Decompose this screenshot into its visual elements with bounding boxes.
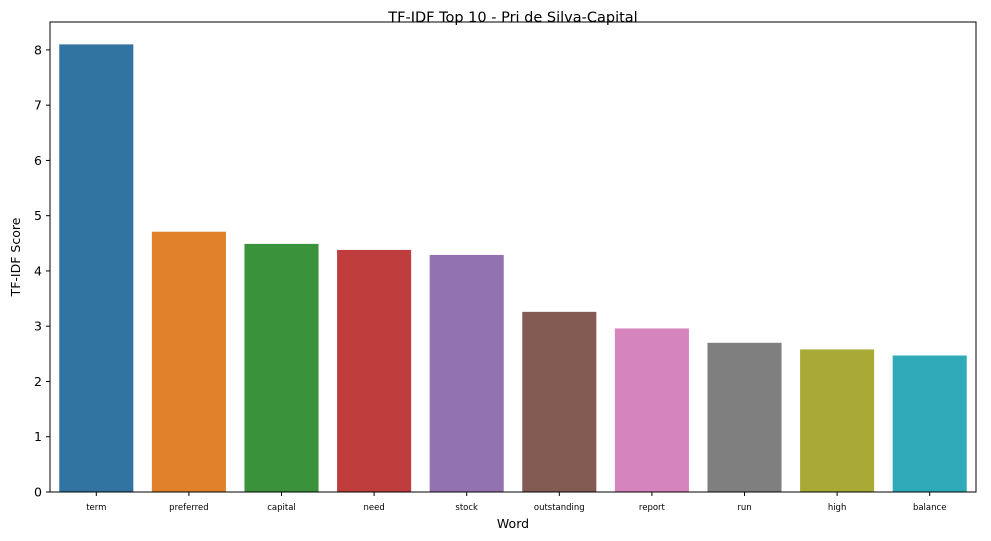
x-tick-label: balance bbox=[913, 503, 946, 513]
x-tick-label: report bbox=[639, 503, 666, 513]
y-tick-label: 3 bbox=[34, 319, 42, 334]
x-tick-label: run bbox=[737, 503, 751, 513]
bar-stock bbox=[429, 254, 504, 492]
y-tick-label: 5 bbox=[34, 208, 42, 223]
x-axis-label: Word bbox=[497, 516, 529, 531]
y-axis: 0 1 2 3 4 5 6 7 8 bbox=[34, 42, 50, 500]
x-tick-label: high bbox=[828, 503, 847, 513]
bar-run bbox=[707, 342, 782, 492]
x-tick-label: capital bbox=[267, 503, 296, 513]
y-tick-label: 2 bbox=[34, 374, 42, 389]
y-axis-label: TF-IDF Score bbox=[8, 217, 23, 297]
x-tick-label: term bbox=[86, 503, 106, 513]
x-axis: term preferred capital need stock outstanding… bbox=[86, 492, 946, 513]
bar-need bbox=[337, 249, 412, 492]
y-tick-label: 1 bbox=[34, 429, 42, 444]
x-tick-label: outstanding bbox=[534, 503, 585, 513]
y-tick-label: 0 bbox=[34, 485, 42, 500]
bar-report bbox=[614, 328, 689, 492]
bar-outstanding bbox=[522, 311, 597, 492]
plot-frame bbox=[49, 21, 977, 493]
y-tick-label: 8 bbox=[34, 42, 42, 57]
x-tick-label: preferred bbox=[169, 503, 208, 513]
x-tick-label: stock bbox=[455, 503, 478, 513]
bar-balance bbox=[892, 355, 967, 492]
bars bbox=[59, 44, 967, 492]
y-tick-label: 7 bbox=[34, 98, 42, 113]
y-tick-label: 4 bbox=[34, 263, 42, 278]
bar-capital bbox=[244, 243, 319, 492]
bar-preferred bbox=[151, 231, 226, 492]
bar-high bbox=[800, 349, 875, 492]
chart-title: TF-IDF Top 10 - Pri de Silva-Capital bbox=[387, 10, 637, 26]
y-tick-label: 6 bbox=[34, 153, 42, 168]
x-tick-label: need bbox=[363, 503, 384, 513]
bar-term bbox=[59, 44, 134, 492]
